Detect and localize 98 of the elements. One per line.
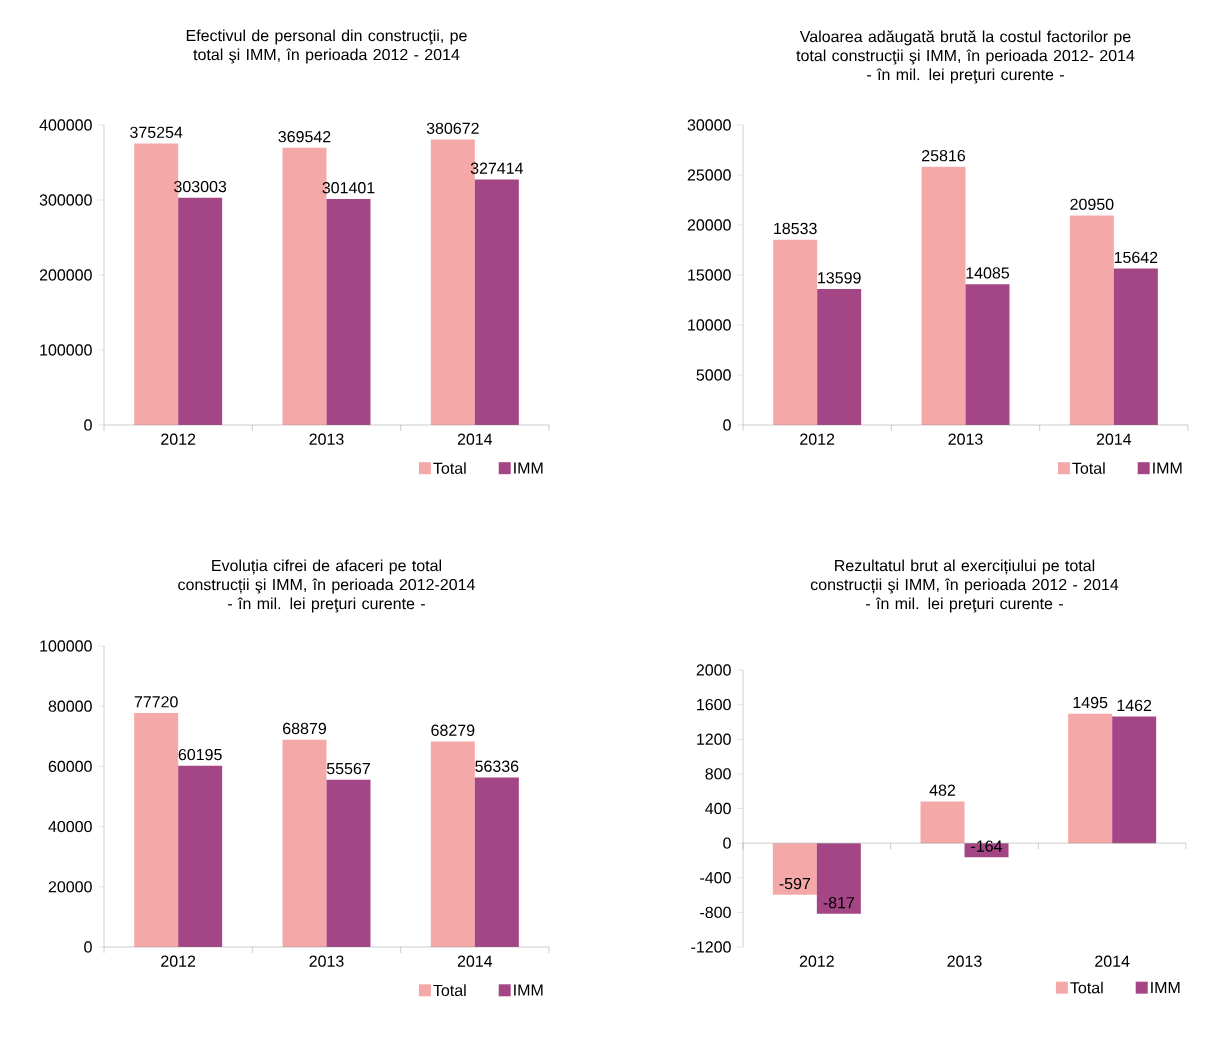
bar [430,741,475,947]
bar [772,843,817,895]
data-label: 482 [929,784,956,796]
data-label: 301401 [322,182,375,194]
data-label: 369542 [278,130,331,143]
y-tick-label: 0 [723,419,731,431]
data-label: 68279 [431,724,475,736]
chart-subtitle: - în mil. lei preţuri curente - [866,597,1063,613]
data-label: 303003 [174,180,227,193]
bar [282,739,327,947]
x-tick-label: 2014 [457,955,493,967]
x-tick-label: 2012 [161,433,196,445]
legend-label: IMM [514,984,543,996]
legend-label: IMM [1153,462,1182,474]
y-tick-label: 1200 [697,733,731,745]
bar [326,779,371,947]
x-tick-label: 2012 [800,433,835,445]
data-label: 327414 [470,162,524,174]
data-label: 380672 [426,122,479,134]
x-tick-label: 2013 [309,433,344,445]
bar [1068,713,1113,844]
chart-title: Evoluția cifrei de afaceri pe total construcții şi IMM, în perioada 2012-2014 [178,559,475,594]
x-tick-label: 2014 [457,433,493,445]
data-label: 68879 [283,722,326,735]
y-tick-label: 2000 [696,664,731,676]
data-label: 55567 [326,762,370,775]
bar [965,284,1010,425]
y-tick-label: -800 [700,906,731,919]
y-tick-label: 200000 [39,269,92,281]
y-tick-label: 100000 [40,640,92,652]
bar [134,713,179,947]
x-tick-label: 2013 [947,955,982,967]
y-tick-label: 10000 [688,319,731,331]
bar [817,289,862,425]
data-label: 1495 [1073,696,1108,709]
bar [474,777,519,947]
y-tick-label: 20000 [48,881,92,893]
legend-label: Total [1072,462,1105,474]
bar [326,198,371,425]
y-tick-label: 100000 [40,344,92,356]
y-tick-label: 400 [705,802,731,815]
y-tick-label: 15000 [688,269,731,281]
chart-title: Efectivul de personal din construcţii, pe total şi IMM, în perioada 2012 - 2014 [186,29,467,64]
y-tick-label: 0 [723,837,731,849]
x-tick-label: 2014 [1095,955,1130,967]
bar [920,801,965,844]
bar [1113,268,1158,425]
y-tick-label: 300000 [39,194,92,206]
bar [1112,716,1157,844]
chart-title: Valoarea adăugată brută la costul factorilor pe total construcţii şi IMM, în perioada 2012- 2014 [796,30,1135,65]
y-tick-label: -400 [700,872,731,884]
data-label: 14085 [966,267,1010,279]
y-tick-label: 1600 [697,698,731,711]
y-tick-label: 0 [84,941,92,953]
chart-subtitle: - în mil. lei preţuri curente - [867,68,1064,84]
bar [816,843,861,914]
bar [1069,215,1114,425]
chart-subtitle: - în mil. lei preţuri curente - [228,597,425,613]
data-label: 18533 [774,222,817,235]
y-tick-label: 80000 [48,700,92,712]
data-label: 13599 [818,272,861,284]
data-label: 25816 [922,149,966,162]
x-tick-label: 2014 [1096,433,1132,445]
y-tick-label: 400000 [39,119,92,131]
chart-title: Rezultatul brut al exercițiului pe total construcții şi IMM, în perioada 2012 - 2014 [810,559,1119,594]
data-label: 375254 [130,126,183,139]
bar [773,239,818,425]
y-tick-label: 30000 [687,119,731,131]
y-tick-label: 800 [705,768,731,780]
bar [921,166,966,425]
y-tick-label: 5000 [696,369,731,381]
data-label: -817 [823,896,855,909]
data-label: 20950 [1070,198,1114,210]
y-tick-label: -1200 [691,941,731,953]
x-tick-label: 2012 [799,955,834,967]
legend-label: Total [433,462,466,474]
data-label: 60195 [178,748,222,761]
x-tick-label: 2012 [161,955,196,967]
legend-label: IMM [1151,981,1180,993]
data-label: 1462 [1117,699,1152,712]
legend-label: Total [1070,981,1103,994]
data-label: 56336 [475,760,519,772]
y-tick-label: 60000 [48,760,92,773]
y-tick-label: 25000 [687,169,731,181]
bar [178,765,223,947]
y-tick-label: 0 [84,419,92,431]
data-label: -597 [779,877,811,890]
x-tick-label: 2013 [309,955,344,967]
bar [178,197,223,425]
data-label: 15642 [1114,251,1158,264]
y-tick-label: 20000 [687,219,731,231]
bar [474,179,519,425]
x-tick-label: 2013 [948,433,983,445]
legend-label: IMM [514,462,543,474]
data-label: -164 [971,840,1003,852]
y-tick-label: 40000 [48,820,92,833]
legend-label: Total [433,984,466,997]
data-label: 77720 [134,696,178,708]
